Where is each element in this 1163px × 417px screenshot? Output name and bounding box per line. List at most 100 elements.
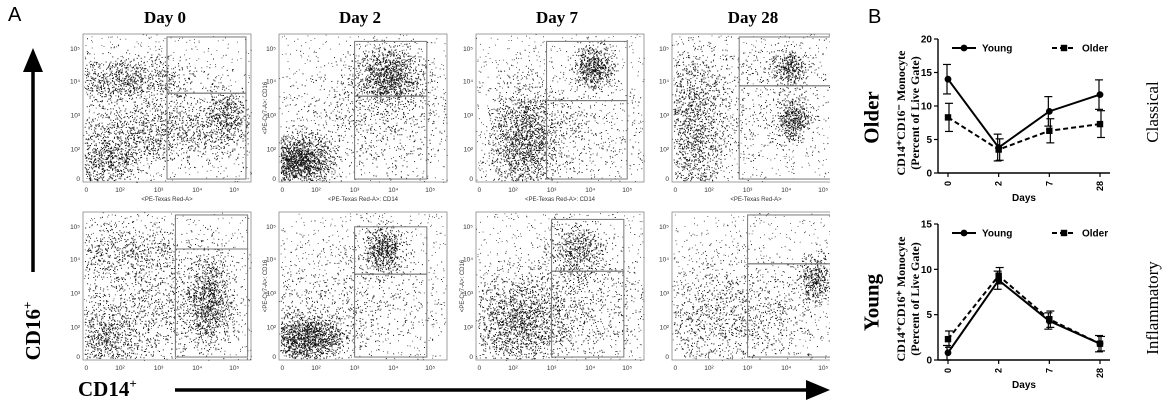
data-point: [1096, 91, 1104, 99]
flow-y-tick: 10³: [71, 290, 81, 297]
flow-x-tick: 10²: [311, 365, 321, 372]
series-young: [943, 270, 1104, 361]
series-line: [947, 78, 1101, 149]
flow-x-tick: 10⁵: [818, 365, 828, 372]
flow-y-tick: 10⁴: [70, 78, 80, 85]
flow-y-tick: 10⁵: [659, 224, 669, 231]
flow-y-tick: 0: [665, 354, 669, 361]
x-axis-label: Days: [1012, 193, 1036, 204]
flow-x-tick: 10²: [508, 365, 518, 372]
flow-x-tick: 10⁴: [388, 365, 398, 372]
flow-y-tick: 10⁴: [70, 256, 80, 263]
flow-y-tick: 10⁵: [70, 46, 80, 53]
legend-entry-older: Older: [1052, 44, 1108, 55]
flow-y-label: <PE-Cy7-A>: CD16: [263, 81, 269, 134]
flow-x-tick: 10³: [743, 187, 753, 194]
flow-x-tick: 10⁴: [192, 187, 202, 194]
flow-x-tick: 10⁵: [622, 187, 632, 194]
flow-cytometry-grid: 0 10² 10³ 10⁴ 10⁵ 0 10² 10³ 10⁴ 10⁵ <PE-Texas Red-…: [70, 33, 830, 372]
flow-y-label: <PE-Cy7-A>: CD16: [460, 259, 466, 312]
panel-a-letter: A: [8, 4, 22, 26]
flow-x-tick: 10³: [350, 187, 360, 194]
flow-y-tick: 10⁴: [463, 78, 473, 85]
flow-x-tick: 10⁴: [585, 187, 595, 194]
data-point: [944, 75, 952, 83]
x-tick-label: 0: [943, 368, 953, 373]
cd14-arrow-head: [806, 380, 830, 400]
flow-x-tick: 10⁵: [425, 187, 435, 194]
x-tick-label: 2: [994, 368, 1004, 373]
data-point: [1046, 316, 1053, 323]
flow-x-tick: 10²: [704, 187, 714, 194]
dot-plot-r2-c4: 0 10² 10³ 10⁴ 10⁵ 0 10² 10³ 10⁴ 10⁵: [659, 211, 830, 372]
flow-x-tick: 0: [281, 187, 285, 194]
y-tick-label: 0: [926, 356, 932, 367]
x-tick-label: 7: [1044, 181, 1054, 186]
flow-x-tick: 10³: [547, 187, 557, 194]
flow-y-tick: 10⁴: [659, 78, 669, 85]
flow-y-tick: 10⁴: [659, 256, 669, 263]
y-tick-label: 5: [926, 135, 932, 146]
flow-y-tick: 10⁵: [70, 224, 80, 231]
flow-y-tick: 10⁵: [463, 224, 473, 231]
line-chart-2: 0 5 10 15 0 2 7 28 Days Young Older: [921, 220, 1110, 391]
data-point: [995, 146, 1002, 153]
flow-y-tick: 0: [469, 176, 473, 183]
flow-y-tick: 10²: [71, 146, 81, 153]
flow-y-tick: 10²: [660, 324, 670, 331]
y-tick-label: 20: [921, 35, 933, 46]
dot-plot-r2-c1: 0 10² 10³ 10⁴ 10⁵ 0 10² 10³ 10⁴ 10⁵: [70, 211, 252, 372]
flow-x-tick: 10⁴: [781, 365, 791, 372]
dot-plot-r1-c3: 0 10² 10³ 10⁴ 10⁵ 0 10² 10³ 10⁴ 10⁵ <PE-Texas Red-…: [463, 33, 645, 203]
flow-x-tick: 10⁴: [388, 187, 398, 194]
flow-y-tick: 10²: [464, 146, 474, 153]
flow-x-tick: 0: [478, 365, 482, 372]
flow-x-tick: 0: [674, 365, 678, 372]
flow-x-tick: 10⁴: [192, 365, 202, 372]
data-point: [944, 349, 952, 357]
flow-x-tick: 10²: [704, 365, 714, 372]
flow-x-tick: 10⁴: [585, 365, 595, 372]
y-tick-label: 10: [921, 102, 933, 113]
flow-x-tick: 10²: [311, 187, 321, 194]
day-title-2: Day 7: [535, 8, 579, 27]
flow-y-tick: 0: [76, 176, 80, 183]
flow-x-tick: 0: [478, 187, 482, 194]
data-point: [944, 114, 952, 121]
y-tick-label: 10: [921, 265, 933, 276]
flow-x-tick: 0: [281, 365, 285, 372]
flow-x-tick: 10⁵: [818, 187, 828, 194]
flow-y-tick: 10⁴: [266, 78, 276, 85]
flow-y-tick: 10³: [267, 290, 277, 297]
flow-y-tick: 10⁵: [463, 46, 473, 53]
legend-entry-older: Older: [1052, 229, 1108, 240]
flow-y-tick: 0: [272, 354, 276, 361]
series-older: [944, 102, 1105, 161]
flow-y-tick: 10⁴: [463, 256, 473, 263]
flow-y-tick: 10³: [464, 112, 474, 119]
flow-x-tick: 10³: [154, 187, 164, 194]
data-point: [1045, 107, 1053, 115]
data-point: [1046, 127, 1053, 134]
dot-plot-r1-c4: 0 10² 10³ 10⁴ 10⁵ 0 10² 10³ 10⁴ 10⁵ <PE-Texas Red-…: [659, 33, 830, 203]
flow-x-label: <PE-Texas Red-A>: CD14: [525, 197, 596, 203]
flow-x-tick: 0: [85, 365, 89, 372]
x-tick-label: 28: [1095, 181, 1105, 191]
series-line: [947, 278, 1101, 354]
panel-b-letter: B: [868, 6, 882, 28]
flow-y-tick: 10³: [267, 112, 277, 119]
flow-x-tick: 10²: [115, 365, 125, 372]
flow-x-tick: 10³: [154, 365, 164, 372]
flow-y-tick: 0: [272, 176, 276, 183]
flow-x-label: <PE-Texas Red-A>: [141, 197, 193, 203]
x-tick-label: 7: [1044, 368, 1054, 373]
flow-x-tick: 10³: [743, 365, 753, 372]
dot-plot-r1-c2: 0 10² 10³ 10⁴ 10⁵ 0 10² 10³ 10⁴ 10⁵ <PE-Texas Red-…: [263, 33, 448, 203]
day-title-3: Day 28: [727, 8, 779, 27]
flow-y-tick: 10⁵: [659, 46, 669, 53]
flow-y-label: <PE-Cy7-A>: CD16: [263, 259, 269, 312]
flow-y-tick: 10³: [71, 112, 81, 119]
flow-y-tick: 0: [665, 176, 669, 183]
flow-y-tick: 10³: [464, 290, 474, 297]
flow-x-label: <PE-Texas Red-A>: [730, 197, 782, 203]
